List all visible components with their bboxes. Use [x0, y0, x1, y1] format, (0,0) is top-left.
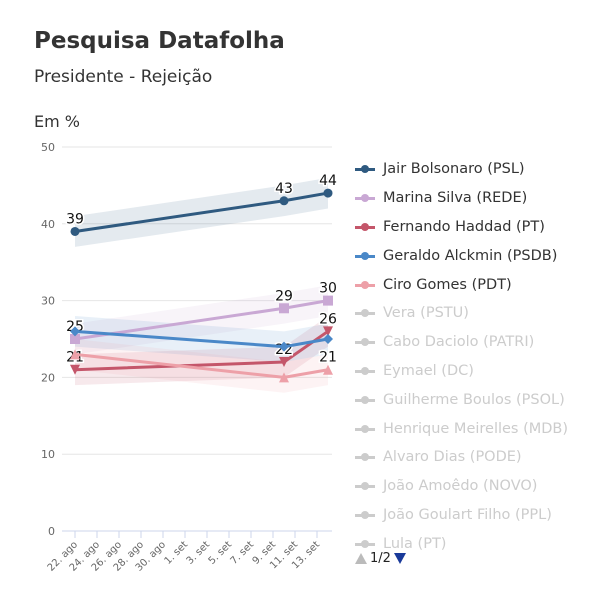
legend-item[interactable]: Ciro Gomes (PDT): [355, 270, 568, 299]
legend-item[interactable]: Marina Silva (REDE): [355, 184, 568, 213]
legend-label: João Goulart Filho (PPL): [383, 506, 552, 523]
legend-label: João Amoêdo (NOVO): [383, 478, 538, 495]
legend-label: Marina Silva (REDE): [383, 190, 528, 207]
legend-item[interactable]: Jair Bolsonaro (PSL): [355, 155, 568, 184]
legend-marker-icon: [355, 336, 375, 348]
data-point: [279, 341, 289, 352]
legend: Jair Bolsonaro (PSL) Marina Silva (REDE) F…: [355, 155, 568, 551]
legend-label: Guilherme Boulos (PSOL): [383, 391, 565, 408]
legend-label: Lula (PT): [383, 535, 447, 551]
legend-marker-icon: [355, 509, 375, 521]
data-point: [70, 326, 80, 337]
data-point: [279, 372, 289, 383]
legend-marker-icon: [355, 192, 375, 204]
legend-label: Cabo Daciolo (PATRI): [383, 334, 535, 351]
data-point: [70, 226, 80, 236]
legend-marker-icon: [355, 480, 375, 492]
data-label: 21: [319, 350, 337, 366]
x-tick-label: 3. set: [185, 539, 213, 567]
x-tick-label: 1. set: [163, 539, 191, 567]
legend-item-hidden[interactable]: Guilherme Boulos (PSOL): [355, 385, 568, 414]
legend-label: Ciro Gomes (PDT): [383, 276, 512, 293]
legend-label: Fernando Haddad (PT): [383, 218, 545, 235]
data-point: [70, 334, 80, 344]
chart-title: Pesquisa Datafolha: [34, 28, 285, 54]
legend-item-hidden[interactable]: João Goulart Filho (PPL): [355, 501, 568, 530]
data-label: 44: [319, 173, 337, 189]
x-tick-label: 5. set: [207, 539, 235, 567]
legend-marker-icon: [355, 221, 375, 233]
data-point: [279, 196, 289, 206]
legend-label: Jair Bolsonaro (PSL): [383, 161, 525, 178]
data-point: [323, 364, 333, 375]
legend-next-arrow-icon[interactable]: [393, 553, 406, 564]
legend-marker-icon: [355, 279, 375, 291]
data-point: [279, 357, 289, 368]
legend-item-hidden[interactable]: Henrique Meirelles (MDB): [355, 414, 568, 443]
confidence-band: [75, 315, 328, 363]
legend-prev-arrow-icon[interactable]: [355, 553, 367, 564]
legend-item-hidden[interactable]: Cabo Daciolo (PATRI): [355, 328, 568, 357]
legend-label: Geraldo Alckmin (PSDB): [383, 247, 558, 264]
y-tick-label: 10: [41, 448, 55, 461]
data-point: [70, 364, 80, 375]
data-label: 29: [275, 288, 293, 304]
legend-pager: 1/2: [355, 551, 406, 566]
legend-item-hidden[interactable]: Alvaro Dias (PODE): [355, 443, 568, 472]
legend-item-hidden[interactable]: João Amoêdo (NOVO): [355, 472, 568, 501]
legend-marker-icon: [355, 250, 375, 262]
y-tick-label: 0: [48, 525, 55, 538]
data-point: [323, 295, 333, 306]
data-point: [323, 334, 333, 344]
legend-page-label: 1/2: [370, 551, 391, 566]
legend-item-hidden[interactable]: Lula (PT): [355, 529, 568, 551]
legend-item[interactable]: Geraldo Alckmin (PSDB): [355, 241, 568, 270]
y-tick-label: 30: [41, 295, 55, 308]
legend-marker-icon: [355, 163, 375, 175]
y-tick-label: 50: [41, 141, 55, 154]
legend-label: Vera (PSTU): [383, 305, 469, 322]
y-tick-label: 20: [41, 371, 55, 384]
data-label: 26: [319, 311, 337, 327]
legend-marker-icon: [355, 394, 375, 406]
data-point: [323, 326, 333, 337]
data-label: 30: [319, 281, 337, 297]
data-point: [70, 349, 80, 360]
legend-marker-icon: [355, 365, 375, 377]
y-tick-label: 40: [41, 218, 55, 231]
legend-item[interactable]: Fernando Haddad (PT): [355, 213, 568, 242]
legend-marker-icon: [355, 307, 375, 319]
legend-label: Eymael (DC): [383, 362, 474, 379]
x-tick-label: 7. set: [229, 539, 257, 567]
legend-marker-icon: [355, 423, 375, 435]
legend-marker-icon: [355, 538, 375, 550]
data-point: [323, 188, 333, 198]
legend-item-hidden[interactable]: Eymael (DC): [355, 357, 568, 386]
legend-label: Henrique Meirelles (MDB): [383, 420, 569, 437]
y-axis-unit: Em %: [34, 112, 80, 131]
legend-marker-icon: [355, 451, 375, 463]
chart-subtitle: Presidente - Rejeição: [34, 67, 213, 87]
legend-label: Alvaro Dias (PODE): [383, 449, 522, 466]
data-label: 43: [275, 181, 293, 197]
legend-item-hidden[interactable]: Vera (PSTU): [355, 299, 568, 328]
data-label: 39: [66, 211, 84, 227]
data-point: [279, 303, 289, 314]
